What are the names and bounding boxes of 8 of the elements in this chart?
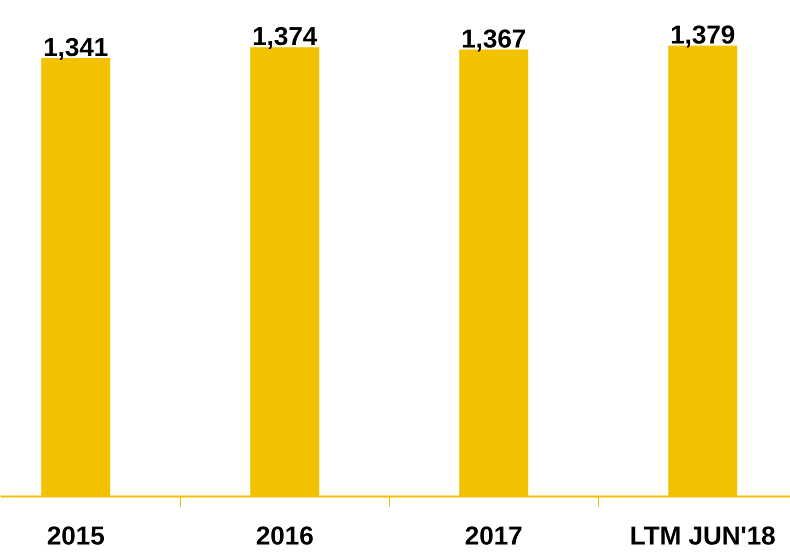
data-label: 1,379: [670, 20, 736, 50]
x-tick-label: 2016: [256, 520, 314, 550]
x-tick-label: 2015: [46, 520, 105, 550]
x-tick-label: LTM JUN'18: [630, 520, 776, 550]
data-label: 1,367: [461, 24, 526, 54]
data-label: 1,374: [252, 21, 318, 52]
data-label: 1,341: [43, 32, 108, 62]
x-tick-label: 2017: [464, 520, 523, 550]
